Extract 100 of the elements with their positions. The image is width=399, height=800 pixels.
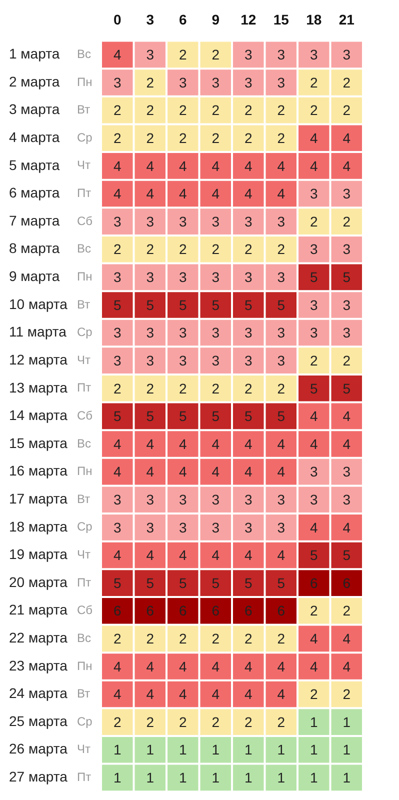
x-tick-label: 12	[240, 11, 256, 28]
y2-tick-label: Вт	[77, 686, 91, 701]
data-label: 2	[244, 380, 252, 396]
data-label: 2	[244, 241, 252, 258]
data-label: 6	[244, 602, 252, 619]
data-label: 3	[277, 324, 286, 341]
data-label: 2	[146, 714, 154, 730]
y-tick-label: 19 марта	[9, 546, 68, 562]
data-label: 4	[342, 408, 351, 424]
data-label: 6	[113, 602, 122, 619]
data-label: 4	[342, 436, 351, 452]
data-label: 3	[310, 46, 318, 63]
data-label: 4	[310, 630, 318, 647]
y2-tick-label: Вт	[77, 102, 91, 117]
data-label: 3	[113, 352, 122, 368]
data-label: 2	[212, 241, 220, 258]
data-label: 4	[178, 686, 187, 702]
y2-tick-label: Вс	[77, 47, 92, 62]
data-label: 4	[113, 658, 122, 674]
data-label: 5	[146, 574, 154, 591]
data-label: 3	[342, 324, 351, 341]
y-tick-label: 21 марта	[9, 602, 68, 618]
data-label: 3	[277, 519, 286, 536]
data-label: 4	[146, 547, 154, 564]
data-label: 6	[212, 602, 220, 619]
data-label: 2	[178, 241, 187, 258]
data-label: 3	[178, 269, 187, 286]
data-label: 3	[212, 269, 220, 286]
y2-tick-label: Вс	[77, 436, 92, 450]
data-label: 4	[310, 408, 318, 424]
data-label: 2	[113, 130, 122, 146]
data-label: 2	[146, 241, 154, 258]
y2-tick-label: Чт	[77, 352, 91, 367]
data-label: 3	[244, 46, 252, 63]
data-label: 5	[113, 408, 122, 424]
data-label: 4	[342, 630, 351, 647]
data-label: 1	[342, 770, 351, 786]
data-label: 4	[277, 686, 286, 702]
data-label: 3	[146, 213, 154, 230]
data-label: 5	[277, 296, 286, 313]
y2-tick-label: Вс	[77, 242, 92, 256]
data-label: 3	[178, 74, 187, 90]
y-tick-label: 2 марта	[9, 73, 60, 90]
y-tick-label: 4 марта	[9, 128, 60, 145]
data-label: 4	[178, 464, 187, 480]
data-label: 1	[342, 714, 351, 730]
data-label: 3	[342, 241, 351, 258]
data-label: 2	[113, 241, 122, 258]
data-label: 4	[277, 658, 286, 674]
data-label: 4	[113, 46, 122, 63]
y2-tick-label: Чт	[77, 158, 91, 172]
data-label: 2	[277, 102, 286, 118]
data-label: 2	[310, 74, 318, 90]
data-label: 3	[113, 519, 122, 536]
data-label: 1	[342, 742, 351, 758]
x-tick-label: 0	[113, 11, 122, 28]
data-label: 1	[310, 714, 318, 730]
y-tick-label: 1 марта	[9, 46, 60, 62]
data-label: 4	[178, 186, 187, 202]
data-label: 5	[212, 574, 220, 591]
data-label: 2	[277, 130, 286, 146]
x-tick-label: 6	[178, 11, 187, 28]
data-label: 4	[277, 547, 286, 564]
data-label: 2	[310, 213, 318, 230]
data-label: 2	[146, 380, 154, 396]
y2-tick-label: Пт	[77, 186, 92, 200]
data-label: 3	[244, 324, 252, 341]
data-label: 4	[310, 658, 318, 674]
data-label: 2	[244, 714, 252, 730]
data-label: 3	[212, 324, 220, 341]
y-tick-label: 18 марта	[9, 518, 68, 534]
data-label: 6	[146, 602, 154, 619]
data-label: 3	[310, 296, 318, 313]
data-label: 3	[244, 519, 252, 536]
data-label: 2	[146, 130, 154, 146]
data-label: 4	[212, 158, 220, 174]
data-label: 2	[277, 630, 286, 647]
data-label: 2	[310, 352, 318, 368]
data-label: 1	[310, 742, 318, 758]
data-label: 4	[178, 658, 187, 674]
data-label: 4	[277, 158, 286, 174]
y-tick-label: 24 марта	[9, 685, 68, 702]
y-tick-label: 13 марта	[9, 379, 68, 396]
data-label: 3	[244, 74, 252, 90]
data-label: 4	[212, 436, 220, 452]
data-label: 4	[212, 547, 220, 564]
y2-tick-label: Чт	[77, 742, 91, 756]
data-label: 5	[277, 408, 286, 424]
data-label: 4	[277, 436, 286, 452]
data-label: 3	[212, 519, 220, 536]
data-label: 4	[113, 436, 122, 452]
data-label: 4	[244, 464, 252, 480]
data-label: 2	[178, 380, 187, 396]
data-label: 3	[146, 46, 154, 63]
y2-tick-label: Сб	[77, 603, 93, 618]
data-label: 2	[212, 380, 220, 396]
data-label: 5	[310, 380, 318, 396]
data-label: 3	[212, 491, 220, 508]
y-tick-label: 3 марта	[9, 101, 60, 118]
data-label: 2	[146, 74, 154, 90]
